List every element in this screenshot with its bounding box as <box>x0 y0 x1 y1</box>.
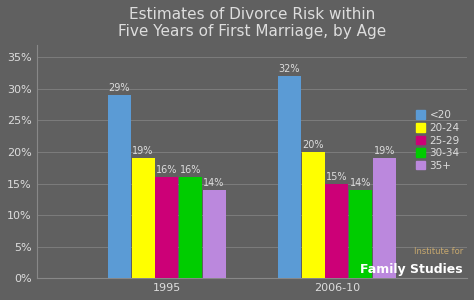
Text: 16%: 16% <box>180 165 201 175</box>
Bar <box>108 95 131 278</box>
Text: 20%: 20% <box>302 140 324 150</box>
Bar <box>155 177 178 278</box>
Text: 16%: 16% <box>156 165 177 175</box>
Bar <box>179 177 202 278</box>
Text: Institute for: Institute for <box>413 247 463 256</box>
Text: 19%: 19% <box>374 146 395 156</box>
Text: 14%: 14% <box>350 178 371 188</box>
Title: Estimates of Divorce Risk within
Five Years of First Marriage, by Age: Estimates of Divorce Risk within Five Ye… <box>118 7 386 39</box>
Text: 29%: 29% <box>109 83 130 93</box>
Bar <box>373 158 396 278</box>
Text: 32%: 32% <box>279 64 300 74</box>
Text: 14%: 14% <box>203 178 225 188</box>
Bar <box>131 158 155 278</box>
Legend: <20, 20-24, 25-29, 30-34, 35+: <20, 20-24, 25-29, 30-34, 35+ <box>414 108 462 173</box>
Text: Family Studies: Family Studies <box>360 263 463 276</box>
Bar <box>325 184 348 278</box>
Bar <box>349 190 372 278</box>
Text: 19%: 19% <box>132 146 154 156</box>
Bar <box>278 76 301 278</box>
Text: 15%: 15% <box>326 172 347 182</box>
Bar <box>202 190 226 278</box>
Bar <box>301 152 325 278</box>
